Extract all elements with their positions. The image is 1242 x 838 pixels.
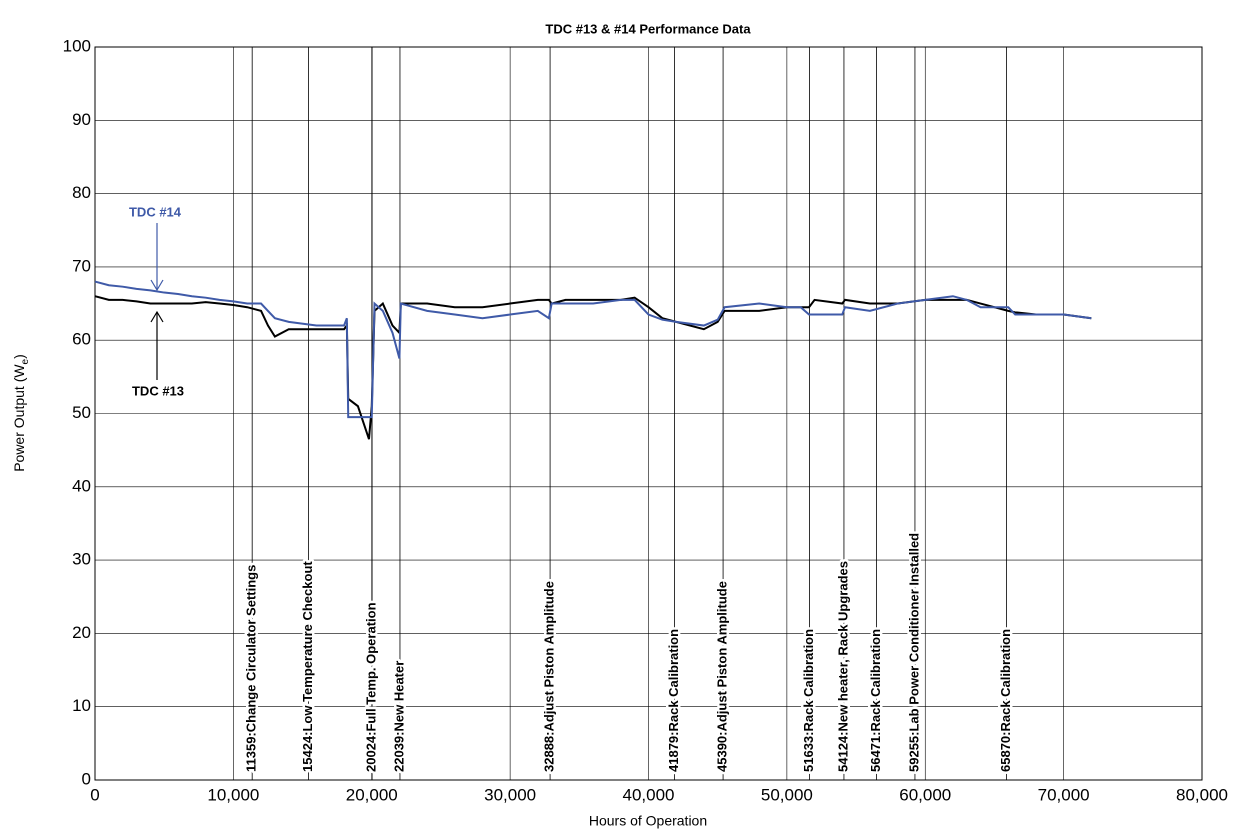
chart-title: TDC #13 & #14 Performance Data [545, 21, 751, 36]
y-tick-label: 70 [72, 256, 91, 275]
series-line [94, 280, 1092, 419]
x-tick-label: 30,000 [484, 785, 536, 804]
y-tick-label: 80 [72, 183, 91, 202]
x-tick-label: 60,000 [899, 785, 951, 804]
x-tick-label: 20,000 [346, 785, 398, 804]
legend-arrowhead [150, 279, 164, 292]
x-tick-label: 70,000 [1038, 785, 1090, 804]
legend-arrowhead [150, 310, 164, 323]
y-tick-label: 60 [72, 330, 91, 349]
y-tick-label: 100 [63, 36, 91, 55]
event-label: 59255:Lab Power Conditioner Installed [906, 533, 921, 772]
y-axis-label-subscript: e [20, 358, 31, 364]
y-tick-label: 0 [82, 769, 91, 788]
event-label: 51633:Rack Calibration [801, 629, 816, 772]
x-tick-label: 40,000 [623, 785, 675, 804]
event-label: 45390:Adjust Piston Amplitude [715, 581, 730, 772]
x-tick-label: 80,000 [1176, 785, 1228, 804]
y-tick-label: 50 [72, 403, 91, 422]
x-tick-label: 50,000 [761, 785, 813, 804]
legend-label: TDC #14 [129, 204, 182, 219]
x-tick-label: 0 [90, 785, 99, 804]
event-label: 54124:New heater, Rack Upgrades [835, 561, 850, 772]
event-label: 15424:Low Temperature Checkout [300, 561, 315, 772]
y-tick-label: 30 [72, 550, 91, 569]
y-tick-label: 90 [72, 110, 91, 129]
x-axis-label: Hours of Operation [589, 813, 707, 829]
legend-label: TDC #13 [132, 383, 184, 398]
x-tick-label: 10,000 [207, 785, 259, 804]
event-label: 65870:Rack Calibration [998, 629, 1013, 772]
event-label: 11359:Change Circulator Settings [244, 565, 259, 772]
y-axis-label: Power Output (We) [11, 354, 31, 472]
y-tick-label: 40 [72, 476, 91, 495]
event-label: 41879:Rack Calibration [666, 629, 681, 772]
event-label: 22039:New Heater [391, 661, 406, 772]
event-label: 20024:Full Temp. Operation [364, 602, 379, 772]
y-axis-label-suffix: ) [11, 354, 27, 359]
event-label: 56471:Rack Calibration [868, 629, 883, 772]
y-tick-label: 10 [72, 696, 91, 715]
series-line [94, 295, 1092, 440]
event-label: 32888:Adjust Piston Amplitude [542, 581, 557, 772]
y-tick-label: 20 [72, 623, 91, 642]
y-axis-label-text: Power Output (W [11, 364, 27, 472]
plot-frame [94, 46, 1203, 781]
